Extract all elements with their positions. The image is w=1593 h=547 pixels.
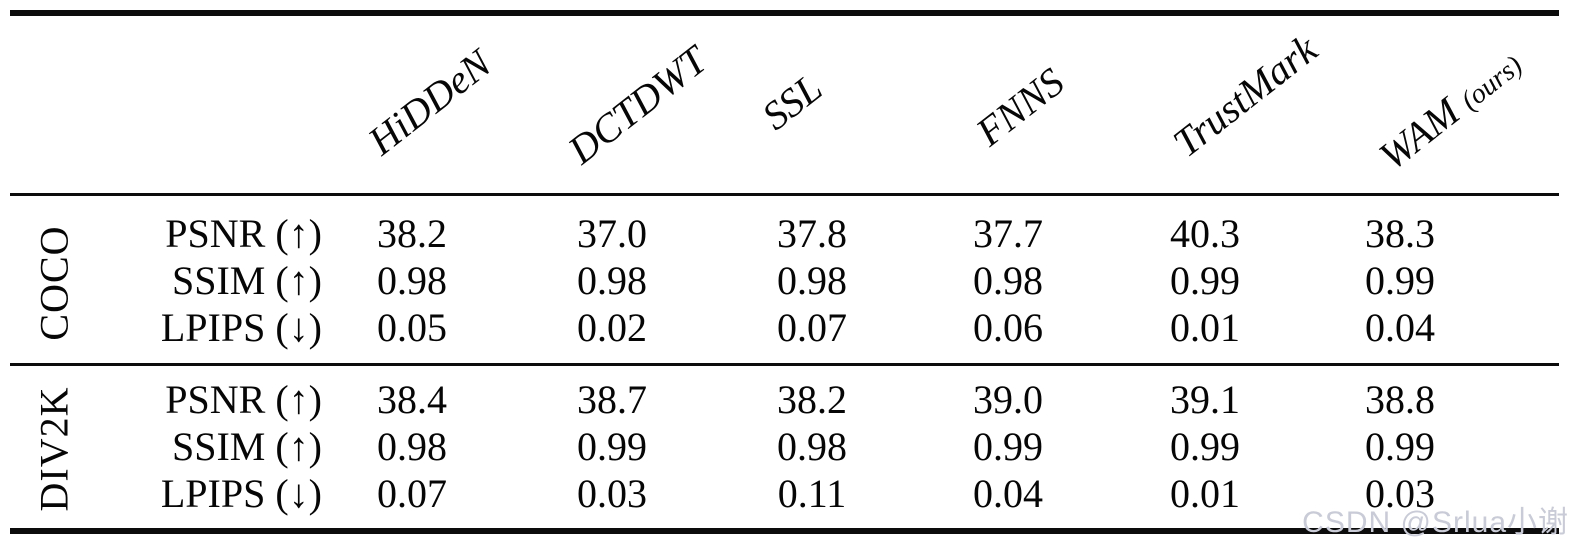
value-cell: 0.99 — [1170, 424, 1240, 469]
value-cell: 38.2 — [377, 211, 447, 256]
value-cell: 39.1 — [1170, 377, 1240, 422]
header-separator-rule — [10, 193, 1559, 196]
value-cell: 37.0 — [577, 211, 647, 256]
metric-label-div2k-lpips: LPIPS (↓) — [160, 471, 322, 516]
wam-ours-suffix: (ours) — [1455, 49, 1529, 117]
metric-label-div2k-ssim: SSIM (↑) — [171, 424, 322, 469]
value-cell: 0.98 — [777, 258, 847, 303]
column-header-fnns: FNNS — [967, 58, 1073, 155]
value-cell: 0.01 — [1170, 471, 1240, 516]
column-header-ssl: SSL — [753, 64, 831, 139]
value-cell: 0.07 — [377, 471, 447, 516]
value-cell: 38.2 — [777, 377, 847, 422]
value-cell: 38.8 — [1365, 377, 1435, 422]
column-header-hidden: HiDDeN — [359, 40, 500, 164]
value-cell: 0.99 — [973, 424, 1043, 469]
value-cell: 0.98 — [377, 424, 447, 469]
value-cell: 38.4 — [377, 377, 447, 422]
value-cell: 0.04 — [973, 471, 1043, 516]
value-cell: 0.99 — [577, 424, 647, 469]
value-cell: 0.03 — [577, 471, 647, 516]
value-cell: 39.0 — [973, 377, 1043, 422]
value-cell: 0.99 — [1170, 258, 1240, 303]
metric-label-coco-ssim: SSIM (↑) — [171, 258, 322, 303]
metric-label-coco-psnr: PSNR (↑) — [165, 211, 322, 256]
column-header-trustmark: TrustMark — [1164, 26, 1326, 166]
value-cell: 0.11 — [777, 471, 847, 516]
value-cell: 0.98 — [973, 258, 1043, 303]
value-cell: 0.03 — [1365, 471, 1435, 516]
value-cell: 0.02 — [577, 305, 647, 350]
value-cell: 38.3 — [1365, 211, 1435, 256]
bottom-rule — [10, 528, 1559, 534]
metric-label-coco-lpips: LPIPS (↓) — [160, 305, 322, 350]
value-cell: 37.8 — [777, 211, 847, 256]
value-cell: 0.05 — [377, 305, 447, 350]
value-cell: 0.98 — [777, 424, 847, 469]
value-cell: 0.04 — [1365, 305, 1435, 350]
value-cell: 0.99 — [1365, 424, 1435, 469]
value-cell: 0.98 — [577, 258, 647, 303]
group-separator-rule — [10, 363, 1559, 366]
value-cell: 40.3 — [1170, 211, 1240, 256]
value-cell: 0.98 — [377, 258, 447, 303]
csdn-watermark: CSDN @Srlua小谢 — [1302, 506, 1569, 539]
value-cell: 0.06 — [973, 305, 1043, 350]
column-header-wam: WAM(ours) — [1370, 49, 1529, 179]
value-cell: 0.01 — [1170, 305, 1240, 350]
top-rule — [10, 10, 1559, 16]
column-header-dctdwt: DCTDWT — [559, 37, 716, 173]
value-cell: 0.07 — [777, 305, 847, 350]
value-cell: 0.99 — [1365, 258, 1435, 303]
value-cell: 37.7 — [973, 211, 1043, 256]
metric-label-div2k-psnr: PSNR (↑) — [165, 377, 322, 422]
value-cell: 38.7 — [577, 377, 647, 422]
